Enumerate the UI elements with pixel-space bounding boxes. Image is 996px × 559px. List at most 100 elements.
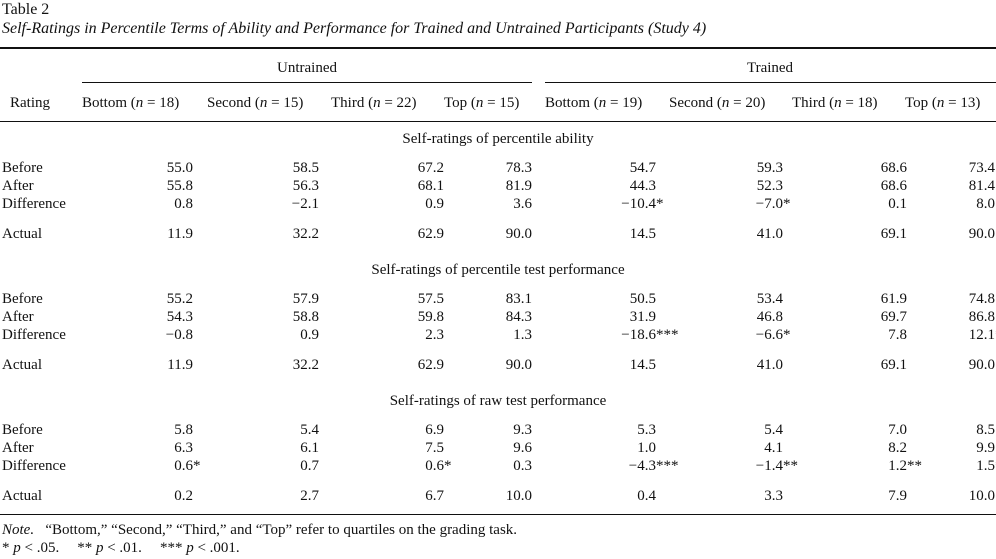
significance-stars: *** (159, 540, 183, 556)
cell-value: 10.0 (968, 488, 995, 504)
cell-value: 73.4 (968, 160, 995, 176)
table-row: Difference −0.8 0.9 2.3 1.3 −18.6 *** −6.6 * 7.8 1… (0, 327, 996, 345)
cell-value: 0.9 (425, 196, 444, 212)
cell-value: −1.4 (755, 458, 783, 474)
p-symbol: p (186, 540, 194, 556)
cell-value: 6.9 (425, 422, 444, 438)
group-untrained: Untrained (277, 60, 337, 76)
cell-value: 9.6 (513, 440, 532, 456)
table-cell: 57.5 (354, 291, 444, 309)
cell-value: 6.3 (174, 440, 193, 456)
significance-marker: ** (783, 458, 798, 474)
table-cell: 50.5 (566, 291, 656, 309)
table-cell: −7.0 * (693, 196, 791, 214)
column-label: Top (444, 95, 468, 111)
cell-value: 5.4 (764, 422, 783, 438)
table-cell: 0.6 * (354, 458, 451, 476)
n-symbol: n (475, 95, 484, 111)
cell-value: 58.8 (292, 309, 319, 325)
cell-value: 6.1 (300, 440, 319, 456)
cell-value: 67.2 (417, 160, 444, 176)
table-row: Before 55.2 57.9 57.5 83.1 50.5 53.4 61.9 74.8 (0, 291, 996, 309)
table-cell: 90.0 (442, 357, 532, 375)
cell-value: 7.0 (888, 422, 907, 438)
table-cell: 61.9 (817, 291, 907, 309)
cell-value: 55.2 (166, 291, 193, 307)
cell-value: 59.3 (756, 160, 783, 176)
table-cell: 6.3 (103, 440, 193, 458)
table-cell: 68.6 (817, 160, 907, 178)
table-cell: 69.1 (817, 357, 907, 375)
table-cell: 5.8 (103, 422, 193, 440)
top-rule (0, 47, 996, 49)
cell-value: 68.6 (880, 178, 907, 194)
column-n: 18 (159, 95, 175, 111)
table-row: Difference 0.8 −2.1 0.9 3.6 −10.4 * −7.0 * 0.1 8.0 (0, 196, 996, 214)
table-cell: 1.0 (566, 440, 656, 458)
cell-value: 1.5 (976, 458, 995, 474)
cell-value: 56.3 (292, 178, 319, 194)
cell-value: 0.3 (513, 458, 532, 474)
cell-value: −10.4 (621, 196, 656, 212)
table-cell: 11.9 (103, 226, 193, 244)
table-cell: 0.4 (566, 488, 656, 506)
cell-value: 8.0 (976, 196, 995, 212)
table-cell: 7.0 (817, 422, 907, 440)
table-cell: 32.2 (229, 226, 319, 244)
n-symbol: n (259, 95, 268, 111)
table-cell: 4.1 (693, 440, 783, 458)
cell-value: 62.9 (417, 226, 444, 242)
cell-value: 90.0 (968, 357, 995, 373)
table-cell: 46.8 (693, 309, 783, 327)
table-cell: 5.4 (693, 422, 783, 440)
table-cell: −18.6 *** (566, 327, 678, 345)
cell-value: −2.1 (291, 196, 319, 212)
significance-marker: *** (656, 327, 679, 343)
cell-value: 7.5 (425, 440, 444, 456)
cell-value: 12.1 (968, 327, 995, 343)
column-header: Top (n = 15) (444, 95, 520, 111)
column-label: Second (669, 95, 714, 111)
column-label: Bottom (545, 95, 591, 111)
row-label: Before (2, 422, 43, 438)
column-n: 15 (283, 95, 299, 111)
table-cell: 7.9 (817, 488, 907, 506)
table-cell: 7.8 (817, 327, 907, 345)
row-label: Before (2, 291, 43, 307)
table-cell: 2.7 (229, 488, 319, 506)
cell-value: 14.5 (629, 357, 656, 373)
note-text: “Bottom,” “Second,” “Third,” and “Top” r… (45, 522, 518, 538)
table-cell: 11.9 (103, 357, 193, 375)
cell-value: 41.0 (756, 226, 783, 242)
cell-value: 0.6 (174, 458, 193, 474)
row-label: After (2, 309, 34, 325)
cell-value: 5.4 (300, 422, 319, 438)
column-n: 13 (960, 95, 976, 111)
n-symbol: n (721, 95, 730, 111)
table-cell: 68.6 (817, 178, 907, 196)
significance-threshold: < .05. (24, 540, 60, 556)
table-cell: −0.8 (103, 327, 193, 345)
cell-value: −6.6 (755, 327, 783, 343)
table-cell: 8.2 (817, 440, 907, 458)
table-cell: 0.8 (103, 196, 193, 214)
table-cell: 2.3 (354, 327, 444, 345)
table-cell: 1.2 ** (817, 458, 922, 476)
table-cell: 1.3 (442, 327, 532, 345)
cell-value: −18.6 (621, 327, 656, 343)
table-cell: 53.4 (693, 291, 783, 309)
cell-value: 1.2 (888, 458, 907, 474)
column-label: Second (207, 95, 252, 111)
table-cell: 84.3 (442, 309, 532, 327)
cell-value: 0.7 (300, 458, 319, 474)
row-label: Actual (2, 357, 42, 373)
table-cell: 8.0 (905, 196, 995, 214)
cell-value: 7.8 (888, 327, 907, 343)
table-cell: 6.7 (354, 488, 444, 506)
table-row: After 55.8 56.3 68.1 81.9 44.3 52.3 68.6 81.4 (0, 178, 996, 196)
cell-value: 1.3 (513, 327, 532, 343)
cell-value: 5.3 (637, 422, 656, 438)
row-label: Difference (2, 458, 66, 474)
cell-value: 10.0 (505, 488, 532, 504)
cell-value: 83.1 (505, 291, 532, 307)
